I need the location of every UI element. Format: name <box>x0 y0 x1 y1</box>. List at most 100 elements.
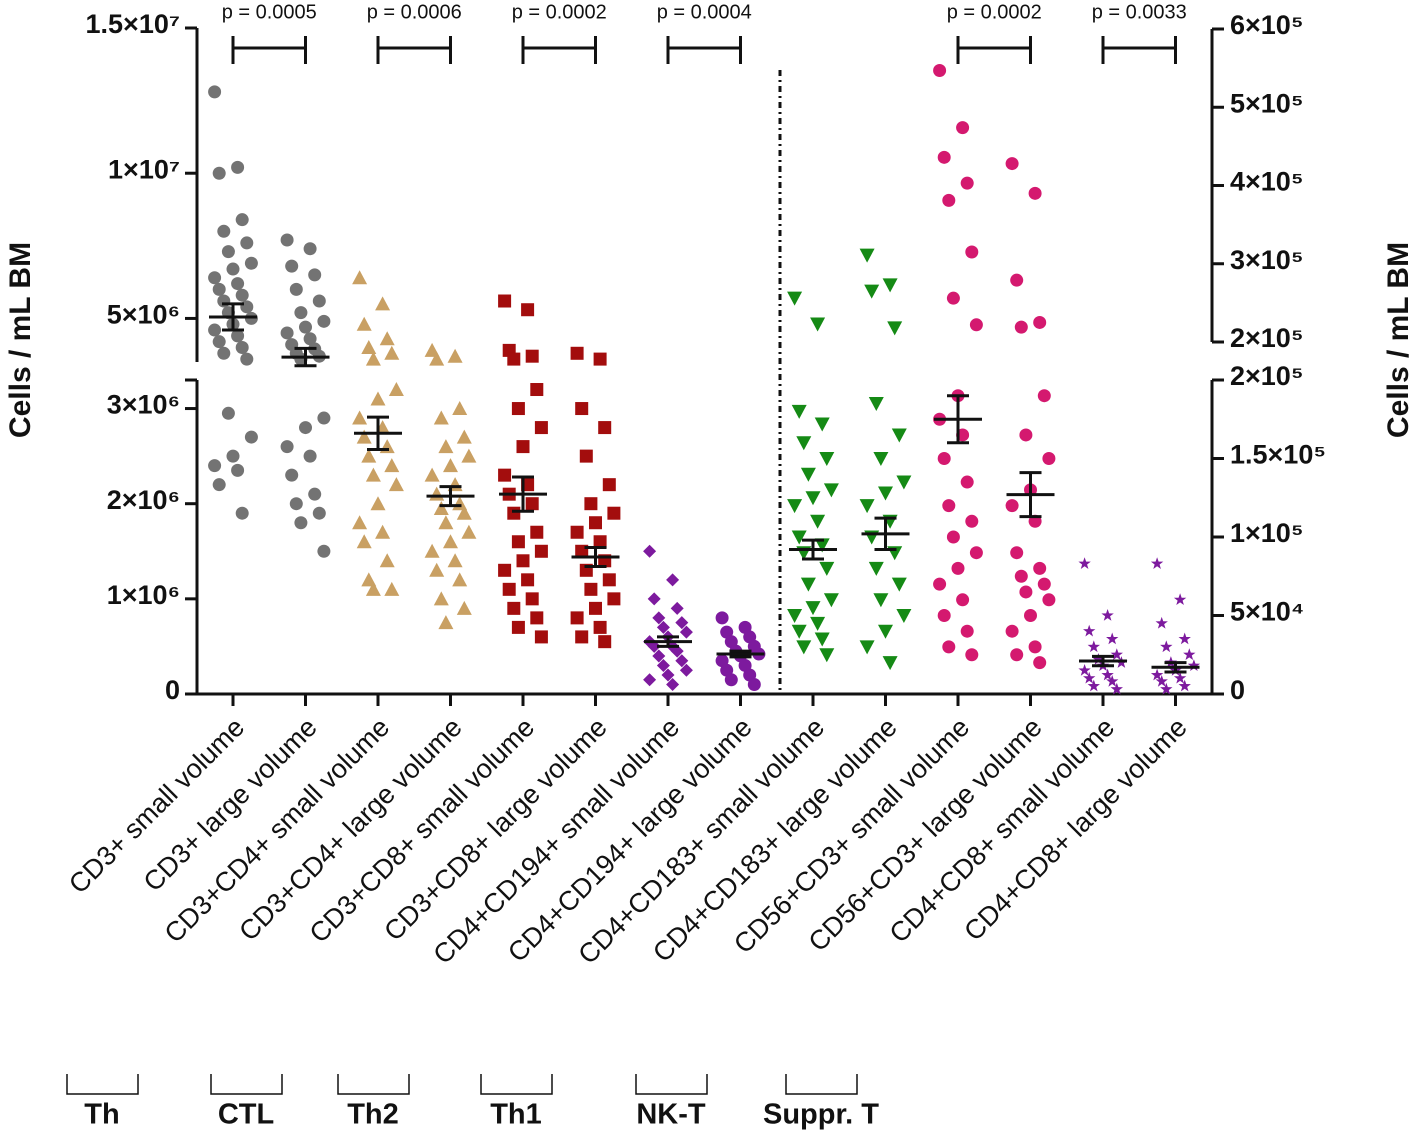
dot <box>814 417 830 432</box>
y-tick-label: 1×10⁷ <box>108 154 180 184</box>
dot <box>593 535 607 549</box>
dot <box>589 601 602 615</box>
group-label: Th2 <box>347 1099 399 1131</box>
dot <box>1101 668 1114 681</box>
dot <box>570 346 584 360</box>
y2-tick-label: 3×10⁵ <box>1230 245 1304 275</box>
dot <box>221 406 235 420</box>
dot <box>1183 648 1196 661</box>
y-axis-title: Cells / mL BM <box>4 242 37 438</box>
dot <box>365 351 381 366</box>
dot <box>882 278 898 293</box>
dot <box>217 224 231 238</box>
dot <box>424 467 440 482</box>
dot <box>1160 640 1173 653</box>
dot <box>607 506 621 520</box>
dot <box>859 248 875 263</box>
dot <box>859 640 875 655</box>
dot <box>1110 682 1123 695</box>
dot <box>602 573 616 587</box>
dot <box>433 500 449 515</box>
dot <box>598 635 612 649</box>
dot <box>280 440 294 454</box>
dot <box>317 544 331 558</box>
dot <box>352 270 368 285</box>
dot <box>511 402 525 416</box>
dot <box>607 592 621 606</box>
dot <box>575 402 589 416</box>
dot <box>1033 656 1047 670</box>
dot <box>280 326 294 340</box>
dot <box>896 609 912 623</box>
dot <box>235 288 249 302</box>
dot <box>873 593 889 608</box>
dot <box>814 632 830 647</box>
dot <box>656 620 670 634</box>
p-value: p = 0.0033 <box>1092 1 1187 23</box>
p-value: p = 0.0005 <box>222 1 317 23</box>
dot <box>787 499 803 514</box>
dot <box>521 303 535 317</box>
dot <box>361 448 377 463</box>
dot <box>1037 389 1051 403</box>
dot <box>679 663 693 677</box>
dot <box>456 429 472 444</box>
dot <box>960 475 974 489</box>
dot <box>570 611 584 625</box>
dot <box>819 452 835 466</box>
dot <box>429 351 445 366</box>
dot <box>370 496 386 511</box>
dot <box>443 458 458 473</box>
group-label: Th <box>84 1099 119 1131</box>
dot <box>303 449 317 463</box>
dot <box>289 497 303 511</box>
dot <box>280 233 294 247</box>
dot <box>231 160 245 174</box>
dot <box>433 591 449 606</box>
dot <box>1087 679 1100 692</box>
dot <box>593 352 607 366</box>
dot <box>800 577 816 592</box>
dot <box>208 271 222 285</box>
group-bracket <box>337 1074 410 1095</box>
dot <box>1087 640 1100 653</box>
dot <box>530 525 544 539</box>
dot <box>365 467 381 482</box>
dot <box>1028 640 1042 654</box>
dot <box>317 314 331 328</box>
dot <box>226 262 240 276</box>
dot <box>823 483 839 498</box>
dot <box>747 677 761 691</box>
dot <box>1150 557 1164 569</box>
dot <box>433 410 449 425</box>
dot <box>452 401 468 416</box>
dot <box>294 516 308 530</box>
dot <box>715 611 729 625</box>
dot <box>212 166 226 180</box>
group-label: NK-T <box>636 1099 706 1131</box>
dot <box>584 582 598 596</box>
dot <box>823 593 839 608</box>
dot <box>217 346 231 360</box>
dot <box>285 468 299 482</box>
dot <box>1110 648 1123 661</box>
dot <box>356 534 372 549</box>
dot <box>299 320 312 334</box>
dot <box>244 256 258 270</box>
dot <box>438 515 454 530</box>
dot <box>796 640 812 655</box>
dot <box>1019 585 1033 599</box>
dot <box>240 236 254 250</box>
dot <box>534 421 548 435</box>
p-value: p = 0.0002 <box>947 1 1042 23</box>
dot <box>1155 616 1168 629</box>
dot <box>235 340 249 354</box>
dot <box>956 593 970 607</box>
dot <box>1106 674 1119 687</box>
dot <box>447 553 463 568</box>
group-bracket <box>210 1074 283 1095</box>
y2-tick-label: 0 <box>1230 675 1245 705</box>
dot <box>933 63 947 77</box>
dot <box>584 497 598 511</box>
